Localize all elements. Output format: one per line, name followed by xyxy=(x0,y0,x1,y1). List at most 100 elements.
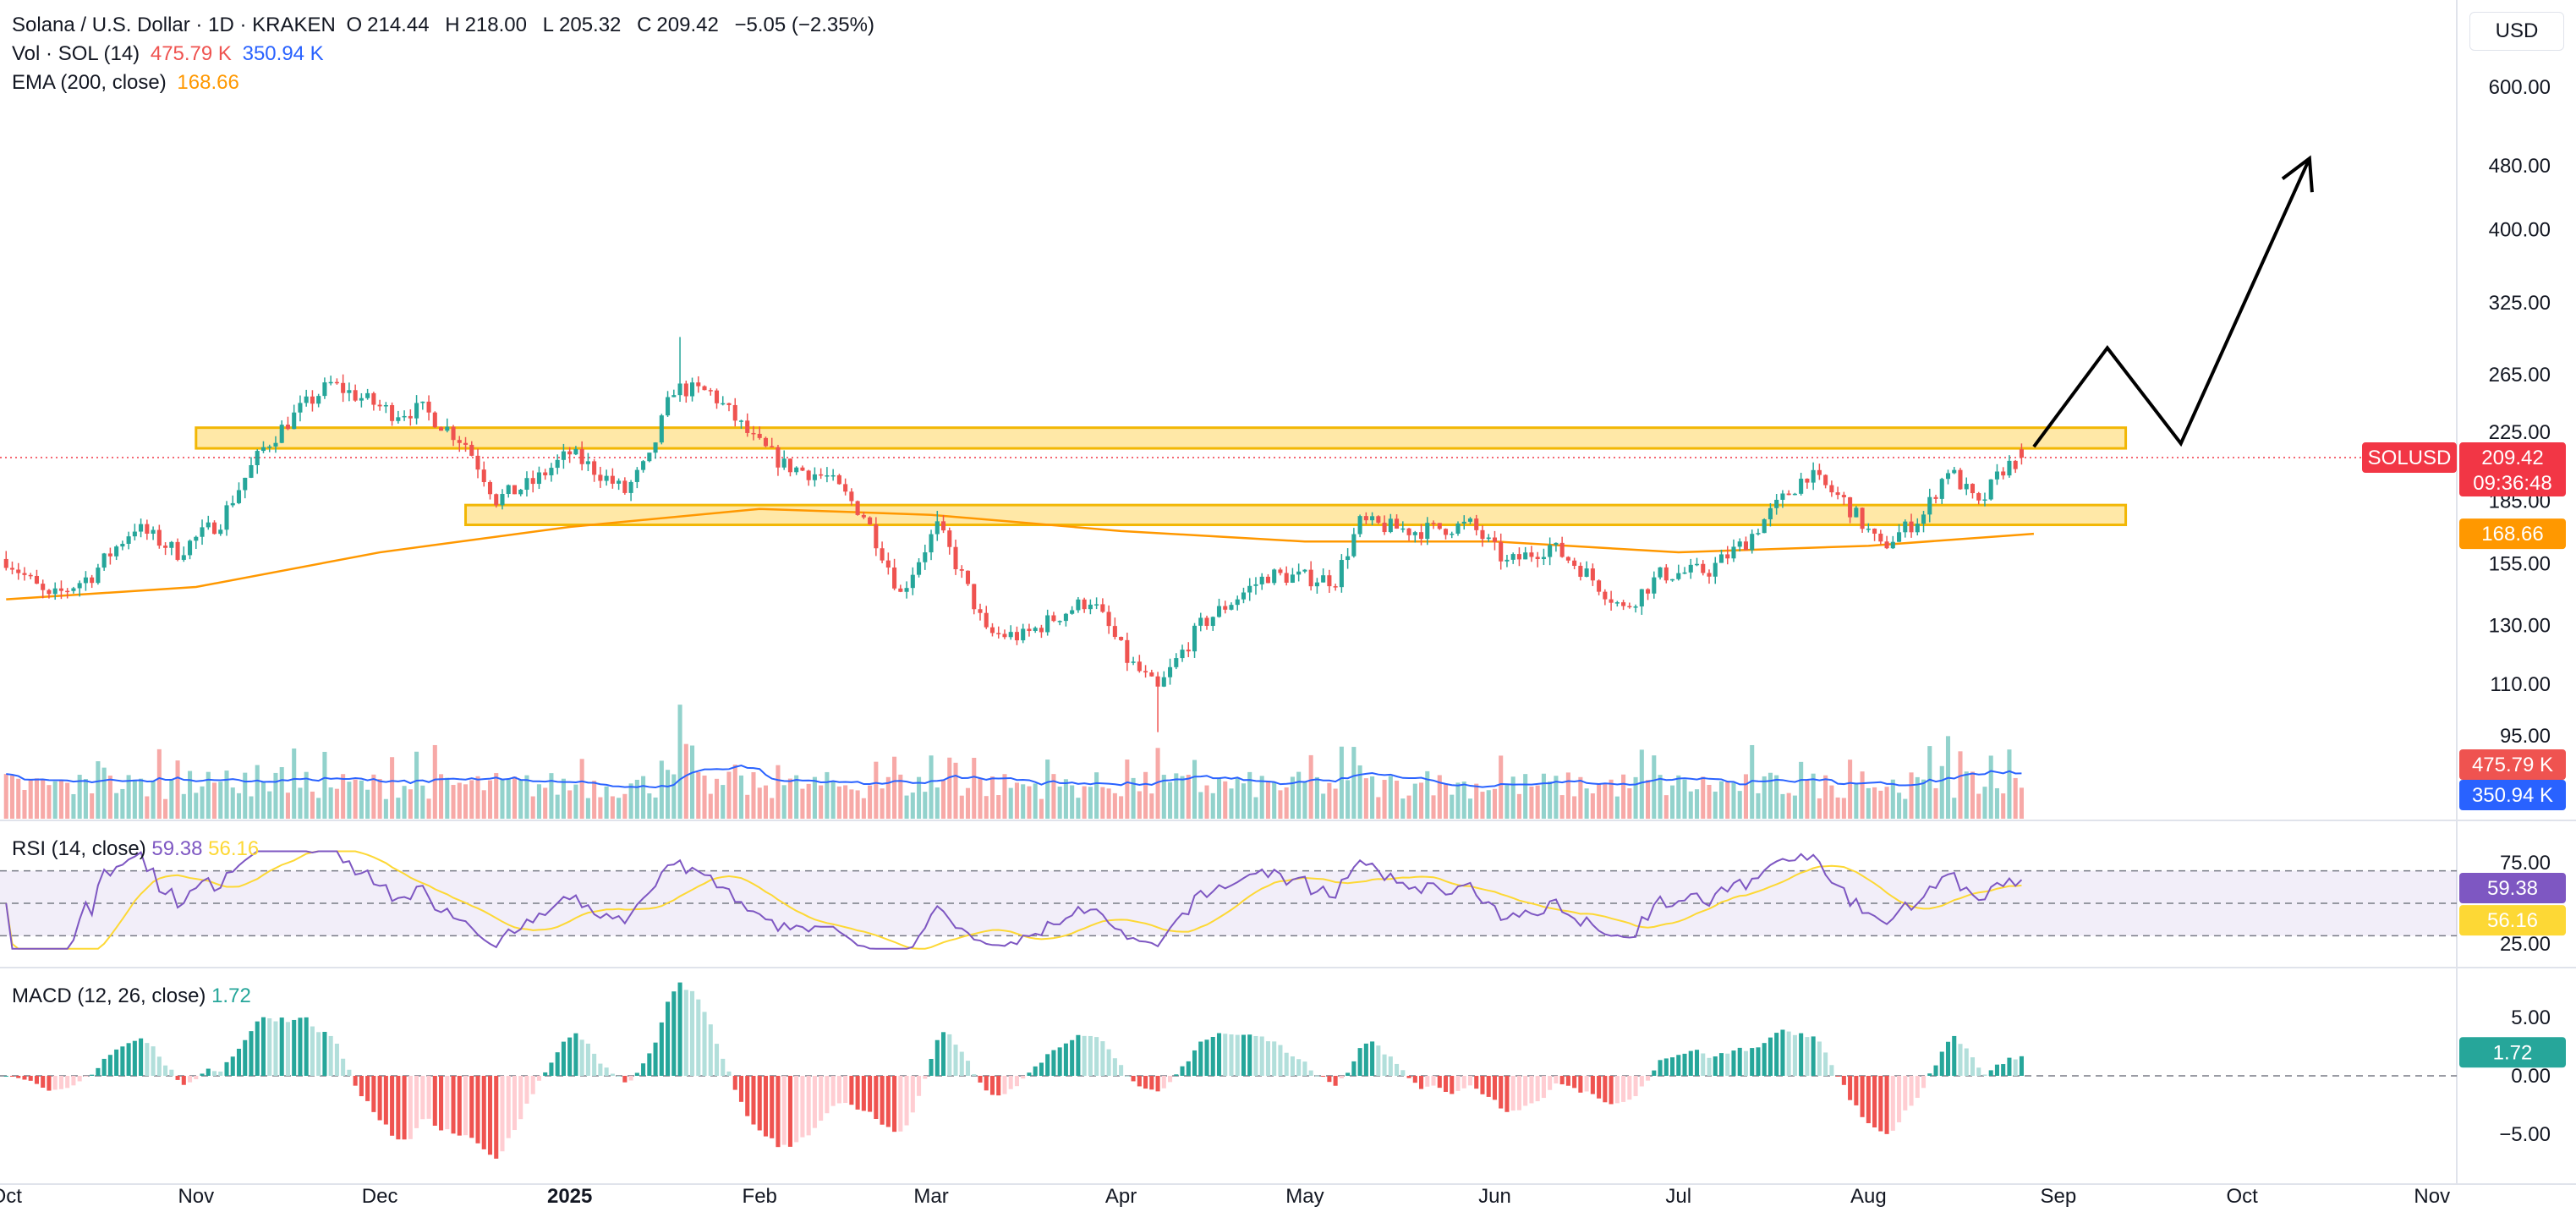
candle-body xyxy=(953,546,958,570)
macd-histogram-bar xyxy=(1161,1076,1166,1089)
macd-histogram-bar xyxy=(28,1076,33,1081)
volume-bar xyxy=(2007,749,2012,819)
symbol-title[interactable]: Solana / U.S. Dollar · 1D · KRAKEN xyxy=(12,14,336,36)
candle-body xyxy=(28,574,33,577)
macd-histogram-bar xyxy=(978,1076,983,1083)
candle-body xyxy=(1247,585,1252,593)
projection-path[interactable] xyxy=(2032,155,2314,448)
macd-histogram-bar xyxy=(757,1076,762,1131)
volume-bar xyxy=(671,774,677,819)
ema-label[interactable]: EMA (200, close) xyxy=(12,71,167,94)
candle-body xyxy=(211,522,217,535)
volume-bar xyxy=(156,749,162,819)
volume-bar xyxy=(1921,779,1927,819)
volume-bar xyxy=(90,793,95,819)
macd-histogram-bar xyxy=(1388,1056,1393,1076)
macd-histogram-bar xyxy=(1333,1076,1338,1086)
candle-body xyxy=(1688,564,1693,573)
macd-histogram-bar xyxy=(1964,1048,1969,1076)
candle-body xyxy=(230,502,235,506)
volume-bar xyxy=(1669,785,1675,819)
macd-histogram-bar xyxy=(1627,1076,1632,1100)
candle-body xyxy=(1186,650,1191,652)
macd-histogram-bar xyxy=(555,1052,560,1076)
volume-bar xyxy=(316,798,321,819)
candle-body xyxy=(285,425,290,430)
candle-body xyxy=(1565,557,1570,561)
price-tick-label: 400.00 xyxy=(2489,219,2551,242)
currency-button[interactable]: USD xyxy=(2469,12,2564,51)
volume-bar xyxy=(819,785,824,819)
rsi-tag-bg xyxy=(2459,872,2566,903)
volume-bar xyxy=(457,782,462,819)
candle-body xyxy=(628,481,633,493)
time-tick-label: Nov xyxy=(178,1185,214,1208)
candle-body xyxy=(1903,521,1908,533)
macd-histogram-bar xyxy=(923,1076,928,1079)
volume-bar xyxy=(836,786,841,819)
macd-histogram-bar xyxy=(1762,1043,1767,1076)
rsi-ma-tag-bg xyxy=(2459,905,2566,936)
volume-label[interactable]: Vol · SOL (14) xyxy=(12,42,140,65)
macd-histogram-bar xyxy=(206,1068,211,1076)
candle-body xyxy=(1480,529,1485,540)
candle-body xyxy=(1425,523,1430,540)
volume-bar xyxy=(1259,776,1264,819)
macd-histogram-bar xyxy=(1339,1076,1344,1079)
rsi-label[interactable]: RSI (14, close) xyxy=(12,837,146,860)
volume-bar xyxy=(1492,788,1498,819)
volume-bar xyxy=(1265,781,1270,819)
candle-body xyxy=(1890,541,1895,549)
volume-bar xyxy=(65,782,70,819)
volume-bar xyxy=(211,782,217,819)
candle-body xyxy=(763,437,769,447)
rsi-tag-text: 59.38 xyxy=(2487,877,2538,900)
volume-bar xyxy=(1952,798,1957,819)
volume-bar xyxy=(702,775,707,819)
macd-label[interactable]: MACD (12, 26, close) xyxy=(12,984,206,1007)
volume-bar xyxy=(107,776,112,819)
candle-body xyxy=(1603,591,1608,600)
volume-bar xyxy=(377,778,382,819)
volume-bar xyxy=(1302,782,1307,819)
volume-bar xyxy=(1688,791,1693,819)
candle-body xyxy=(745,420,750,433)
horizontal-zones[interactable] xyxy=(195,426,2128,527)
macd-histogram-bar xyxy=(1412,1076,1417,1083)
candle-body xyxy=(1357,516,1362,535)
macd-histogram-bar xyxy=(524,1076,529,1104)
macd-histogram-bar xyxy=(1590,1076,1595,1094)
volume-bar xyxy=(1554,776,1559,819)
candle-body xyxy=(1400,528,1406,530)
rsi-pane xyxy=(0,850,2457,950)
volume-bar xyxy=(1639,749,1644,819)
volume-bar xyxy=(947,757,952,819)
volume-bar xyxy=(1872,787,1877,819)
candle-body xyxy=(65,590,70,593)
volume-bar xyxy=(567,790,573,819)
candle-body xyxy=(904,588,909,592)
macd-histogram-bar xyxy=(794,1076,799,1143)
macd-histogram-bar xyxy=(230,1056,235,1076)
macd-histogram-bar xyxy=(1945,1041,1951,1076)
candle-body xyxy=(16,569,21,573)
candle-body xyxy=(1296,571,1302,575)
volume-bar xyxy=(585,798,590,819)
macd-histogram-bar xyxy=(285,1022,290,1076)
candle-body xyxy=(1351,534,1357,557)
candle-body xyxy=(1008,632,1013,638)
macd-histogram-bar xyxy=(1045,1054,1050,1076)
macd-histogram-bar xyxy=(751,1076,756,1125)
volume-bar xyxy=(1829,785,1834,819)
candle-body xyxy=(776,447,781,468)
macd-histogram-bar xyxy=(1278,1045,1283,1076)
macd-histogram-bar xyxy=(383,1076,388,1125)
macd-histogram-bar xyxy=(726,1071,732,1076)
time-tick-label: May xyxy=(1285,1185,1324,1208)
volume-bar xyxy=(1161,775,1166,819)
macd-histogram-bar xyxy=(1559,1076,1565,1085)
macd-histogram-bar xyxy=(500,1076,505,1152)
macd-histogram-bar xyxy=(604,1067,609,1076)
macd-histogram-bar xyxy=(836,1076,841,1104)
